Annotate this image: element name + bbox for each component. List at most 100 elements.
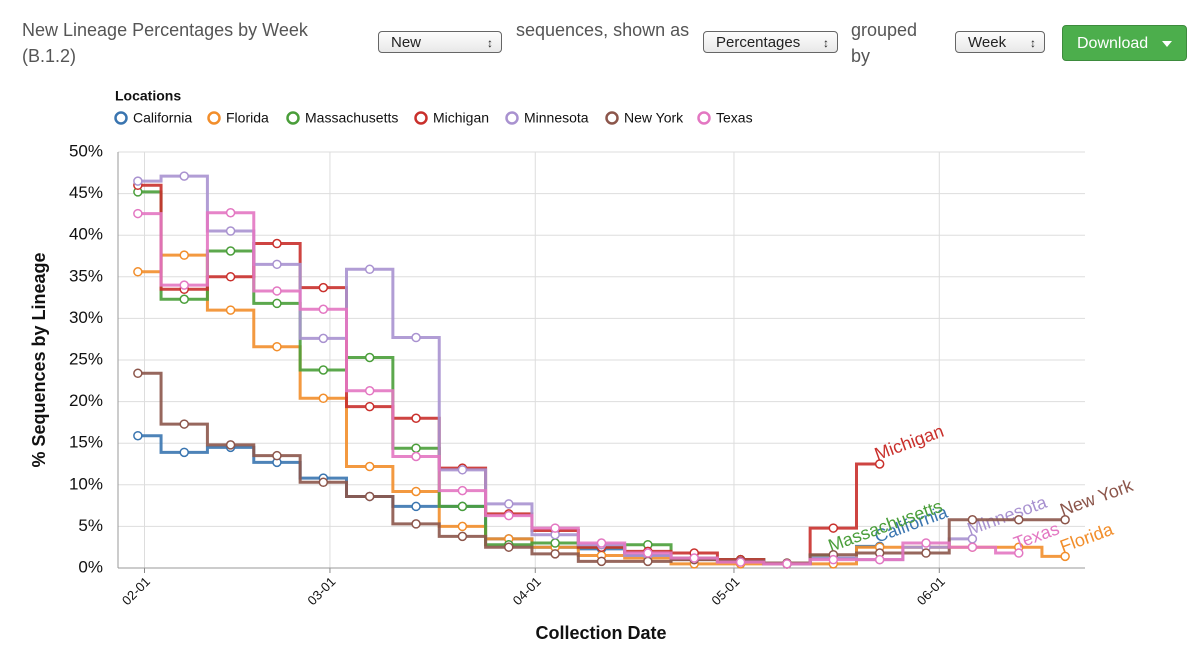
data-point	[133, 176, 143, 186]
data-point	[921, 538, 931, 548]
legend-marker	[414, 111, 428, 125]
kind-select[interactable]: New	[378, 31, 502, 54]
series-end-label: New York	[1057, 475, 1136, 520]
y-tick-label: 0%	[78, 557, 103, 576]
legend-marker	[505, 111, 519, 125]
data-point	[364, 461, 375, 472]
label-text: grouped by	[851, 20, 918, 66]
y-tick-label: 50%	[69, 141, 103, 160]
x-axis-label: Collection Date	[535, 623, 666, 643]
data-point	[364, 352, 375, 363]
data-point	[272, 341, 282, 352]
data-point	[504, 542, 514, 552]
data-point	[272, 238, 282, 249]
y-tick-label: 35%	[69, 266, 103, 285]
data-point	[1060, 551, 1070, 562]
data-point	[272, 450, 282, 461]
y-tick-label: 40%	[69, 225, 103, 244]
data-point	[550, 523, 560, 533]
data-point	[364, 401, 375, 412]
data-point	[411, 332, 421, 343]
series-end-label: Michigan	[872, 421, 947, 464]
data-point	[596, 538, 607, 548]
data-point	[1014, 514, 1024, 525]
x-tick-label: 05-01	[708, 574, 742, 608]
label-text: sequences, shown as	[516, 20, 690, 40]
download-button[interactable]: Download	[1062, 25, 1187, 61]
data-point	[643, 556, 653, 567]
x-tick-label: 04-01	[510, 574, 544, 608]
legend-label: Minnesota	[524, 110, 589, 126]
data-point	[272, 298, 282, 309]
data-point	[504, 499, 514, 509]
data-point	[1014, 548, 1024, 558]
x-tick-label: 02-01	[119, 574, 153, 608]
data-point	[133, 267, 143, 277]
data-point	[967, 514, 978, 525]
data-point	[874, 459, 885, 469]
y-tick-label: 30%	[69, 308, 103, 327]
data-point	[225, 305, 236, 315]
data-point	[225, 226, 236, 236]
data-point	[967, 542, 978, 552]
legend-label: New York	[624, 110, 684, 126]
legend-marker	[605, 111, 619, 125]
y-tick-label: 25%	[69, 349, 103, 368]
group-select[interactable]: Week	[955, 31, 1045, 54]
data-point	[318, 304, 329, 314]
y-axis-label: % Sequences by Lineage	[29, 252, 49, 467]
data-point	[225, 246, 236, 256]
data-point	[318, 365, 329, 375]
data-point	[457, 501, 468, 512]
y-tick-label: 10%	[69, 474, 103, 493]
legend-label: Florida	[226, 110, 269, 126]
data-point	[921, 548, 931, 558]
legend-marker	[207, 111, 221, 125]
data-point	[179, 250, 189, 260]
data-point	[735, 557, 746, 567]
data-point	[179, 419, 189, 429]
data-point	[133, 208, 143, 219]
data-point	[364, 386, 375, 396]
data-point	[318, 333, 329, 344]
legend-label: Massachusetts	[305, 110, 398, 126]
data-point	[411, 486, 421, 497]
data-point	[411, 413, 421, 423]
legend-title: Locations	[115, 88, 181, 104]
data-point	[457, 521, 468, 532]
title: New Lineage Percentages by Week (B.1.2)	[22, 20, 308, 66]
data-point	[874, 554, 885, 565]
y-tick-label: 5%	[78, 516, 103, 535]
data-point	[179, 447, 189, 458]
legend-marker	[286, 111, 300, 125]
data-point	[364, 264, 375, 275]
data-point	[457, 465, 468, 475]
series-line	[137, 174, 973, 566]
data-point	[179, 280, 189, 290]
legend-marker	[114, 111, 128, 125]
y-tick-label: 15%	[69, 433, 103, 452]
legend-marker	[697, 111, 711, 125]
data-point	[828, 523, 839, 533]
data-point	[225, 207, 236, 218]
data-point	[272, 286, 282, 296]
data-point	[179, 171, 189, 181]
data-point	[364, 491, 375, 502]
series-line	[137, 371, 1066, 565]
mode-select[interactable]: Percentages	[703, 31, 838, 54]
data-point	[689, 553, 699, 563]
data-point	[411, 443, 421, 453]
data-point	[782, 559, 792, 569]
data-point	[643, 548, 653, 558]
data-point	[411, 519, 421, 529]
y-tick-label: 45%	[69, 183, 103, 202]
data-point	[828, 554, 839, 565]
data-point	[133, 430, 143, 441]
x-tick-label: 03-01	[304, 574, 338, 608]
legend-label: Texas	[716, 110, 753, 126]
data-point	[225, 440, 236, 450]
data-point	[225, 272, 236, 282]
y-tick-label: 20%	[69, 391, 103, 410]
